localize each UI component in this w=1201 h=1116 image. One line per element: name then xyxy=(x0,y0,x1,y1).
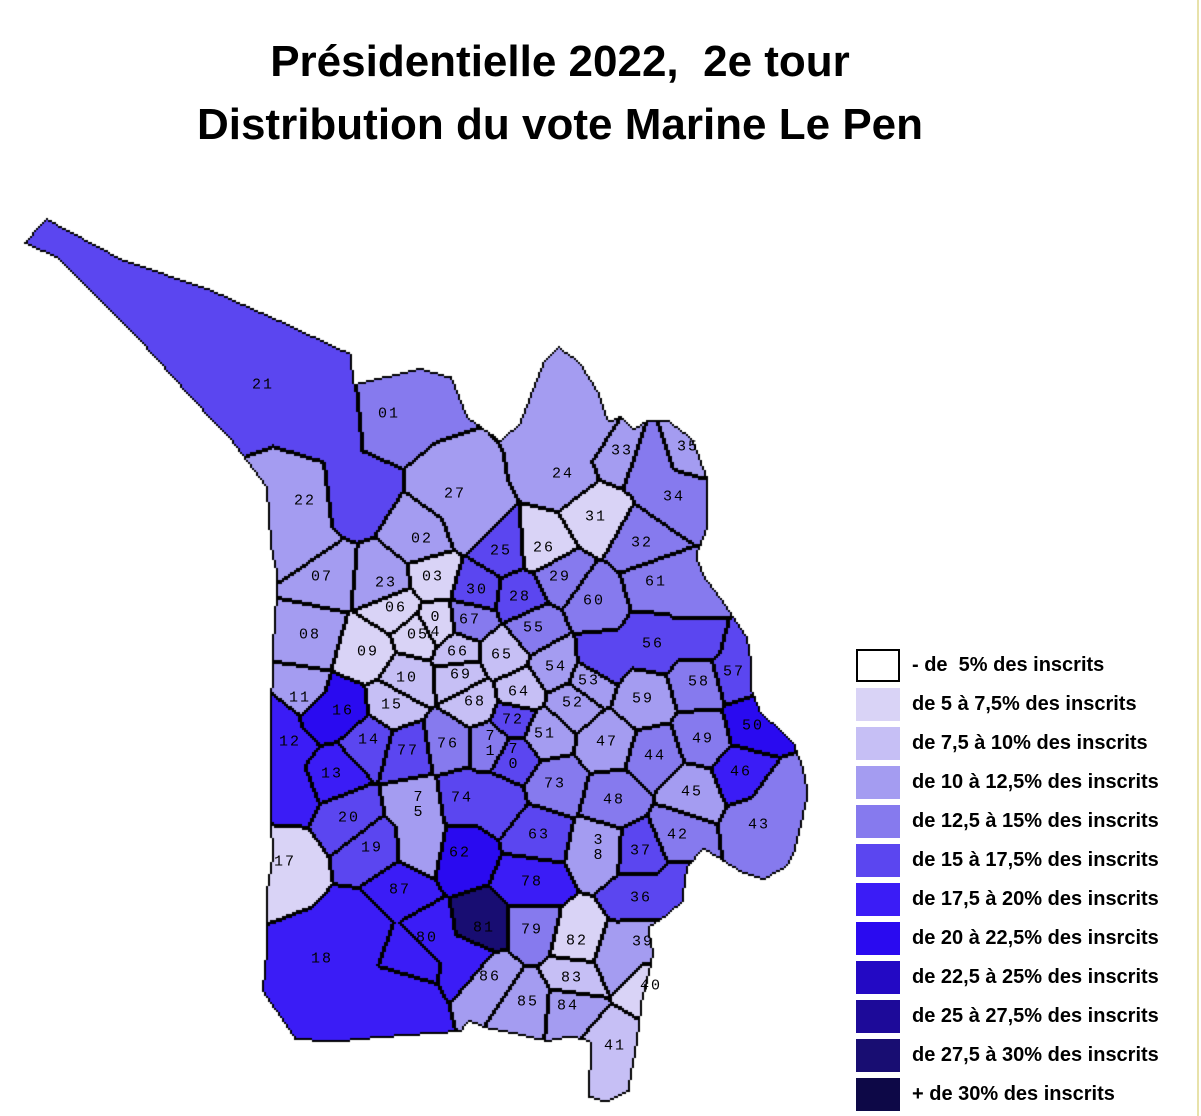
legend-label: de 25 à 27,5% des inscrits xyxy=(912,1005,1159,1027)
legend-row-2: de 7,5 à 10% des inscrits xyxy=(856,724,1196,763)
legend-swatch xyxy=(856,1078,900,1111)
legend-row-9: de 25 à 27,5% des inscrits xyxy=(856,997,1196,1036)
page-title: Présidentielle 2022, 2e tour Distributio… xyxy=(0,30,1120,156)
legend-swatch xyxy=(856,1039,900,1072)
legend-row-6: de 17,5 à 20% des inscrits xyxy=(856,880,1196,919)
legend-label: de 15 à 17,5% des inscrits xyxy=(912,849,1159,871)
city-map: 01 02 03 0 4 05 06 07 08 09 10 11 12 13 14 15 16 17 18 19 2… xyxy=(18,210,848,1112)
legend-swatch xyxy=(856,883,900,916)
legend-row-10: de 27,5 à 30% des inscrits xyxy=(856,1036,1196,1075)
legend-swatch xyxy=(856,688,900,721)
legend-label: de 12,5 à 15% des inscrits xyxy=(912,810,1159,832)
legend-row-5: de 15 à 17,5% des inscrits xyxy=(856,841,1196,880)
legend-swatch xyxy=(856,961,900,994)
legend-label: de 5 à 7,5% des inscrits xyxy=(912,693,1137,715)
legend-label: de 22,5 à 25% des inscrits xyxy=(912,966,1159,988)
district-map-canvas xyxy=(18,210,848,1112)
legend-row-1: de 5 à 7,5% des inscrits xyxy=(856,685,1196,724)
legend-label: de 20 à 22,5% des insrcits xyxy=(912,927,1159,949)
right-edge-line xyxy=(1197,0,1199,1116)
legend: - de 5% des inscrits de 5 à 7,5% des insc… xyxy=(856,646,1196,1114)
legend-label: de 27,5 à 30% des inscrits xyxy=(912,1044,1159,1066)
legend-label: de 7,5 à 10% des inscrits xyxy=(912,732,1148,754)
legend-row-3: de 10 à 12,5% des inscrits xyxy=(856,763,1196,802)
legend-label: de 10 à 12,5% des inscrits xyxy=(912,771,1159,793)
page-title-line2: Distribution du vote Marine Le Pen xyxy=(196,100,924,149)
legend-row-11: + de 30% des inscrits xyxy=(856,1075,1196,1114)
legend-label: - de 5% des inscrits xyxy=(912,654,1105,676)
legend-swatch xyxy=(856,727,900,760)
legend-label: + de 30% des inscrits xyxy=(912,1083,1115,1105)
legend-swatch xyxy=(856,766,900,799)
legend-swatch xyxy=(856,805,900,838)
legend-row-0: - de 5% des inscrits xyxy=(856,646,1196,685)
legend-swatch xyxy=(856,1000,900,1033)
legend-swatch xyxy=(856,649,900,682)
legend-row-7: de 20 à 22,5% des insrcits xyxy=(856,919,1196,958)
legend-swatch xyxy=(856,922,900,955)
legend-swatch xyxy=(856,844,900,877)
page-title-line1: Présidentielle 2022, 2e tour xyxy=(270,37,850,86)
legend-label: de 17,5 à 20% des inscrits xyxy=(912,888,1159,910)
legend-row-4: de 12,5 à 15% des inscrits xyxy=(856,802,1196,841)
legend-row-8: de 22,5 à 25% des inscrits xyxy=(856,958,1196,997)
